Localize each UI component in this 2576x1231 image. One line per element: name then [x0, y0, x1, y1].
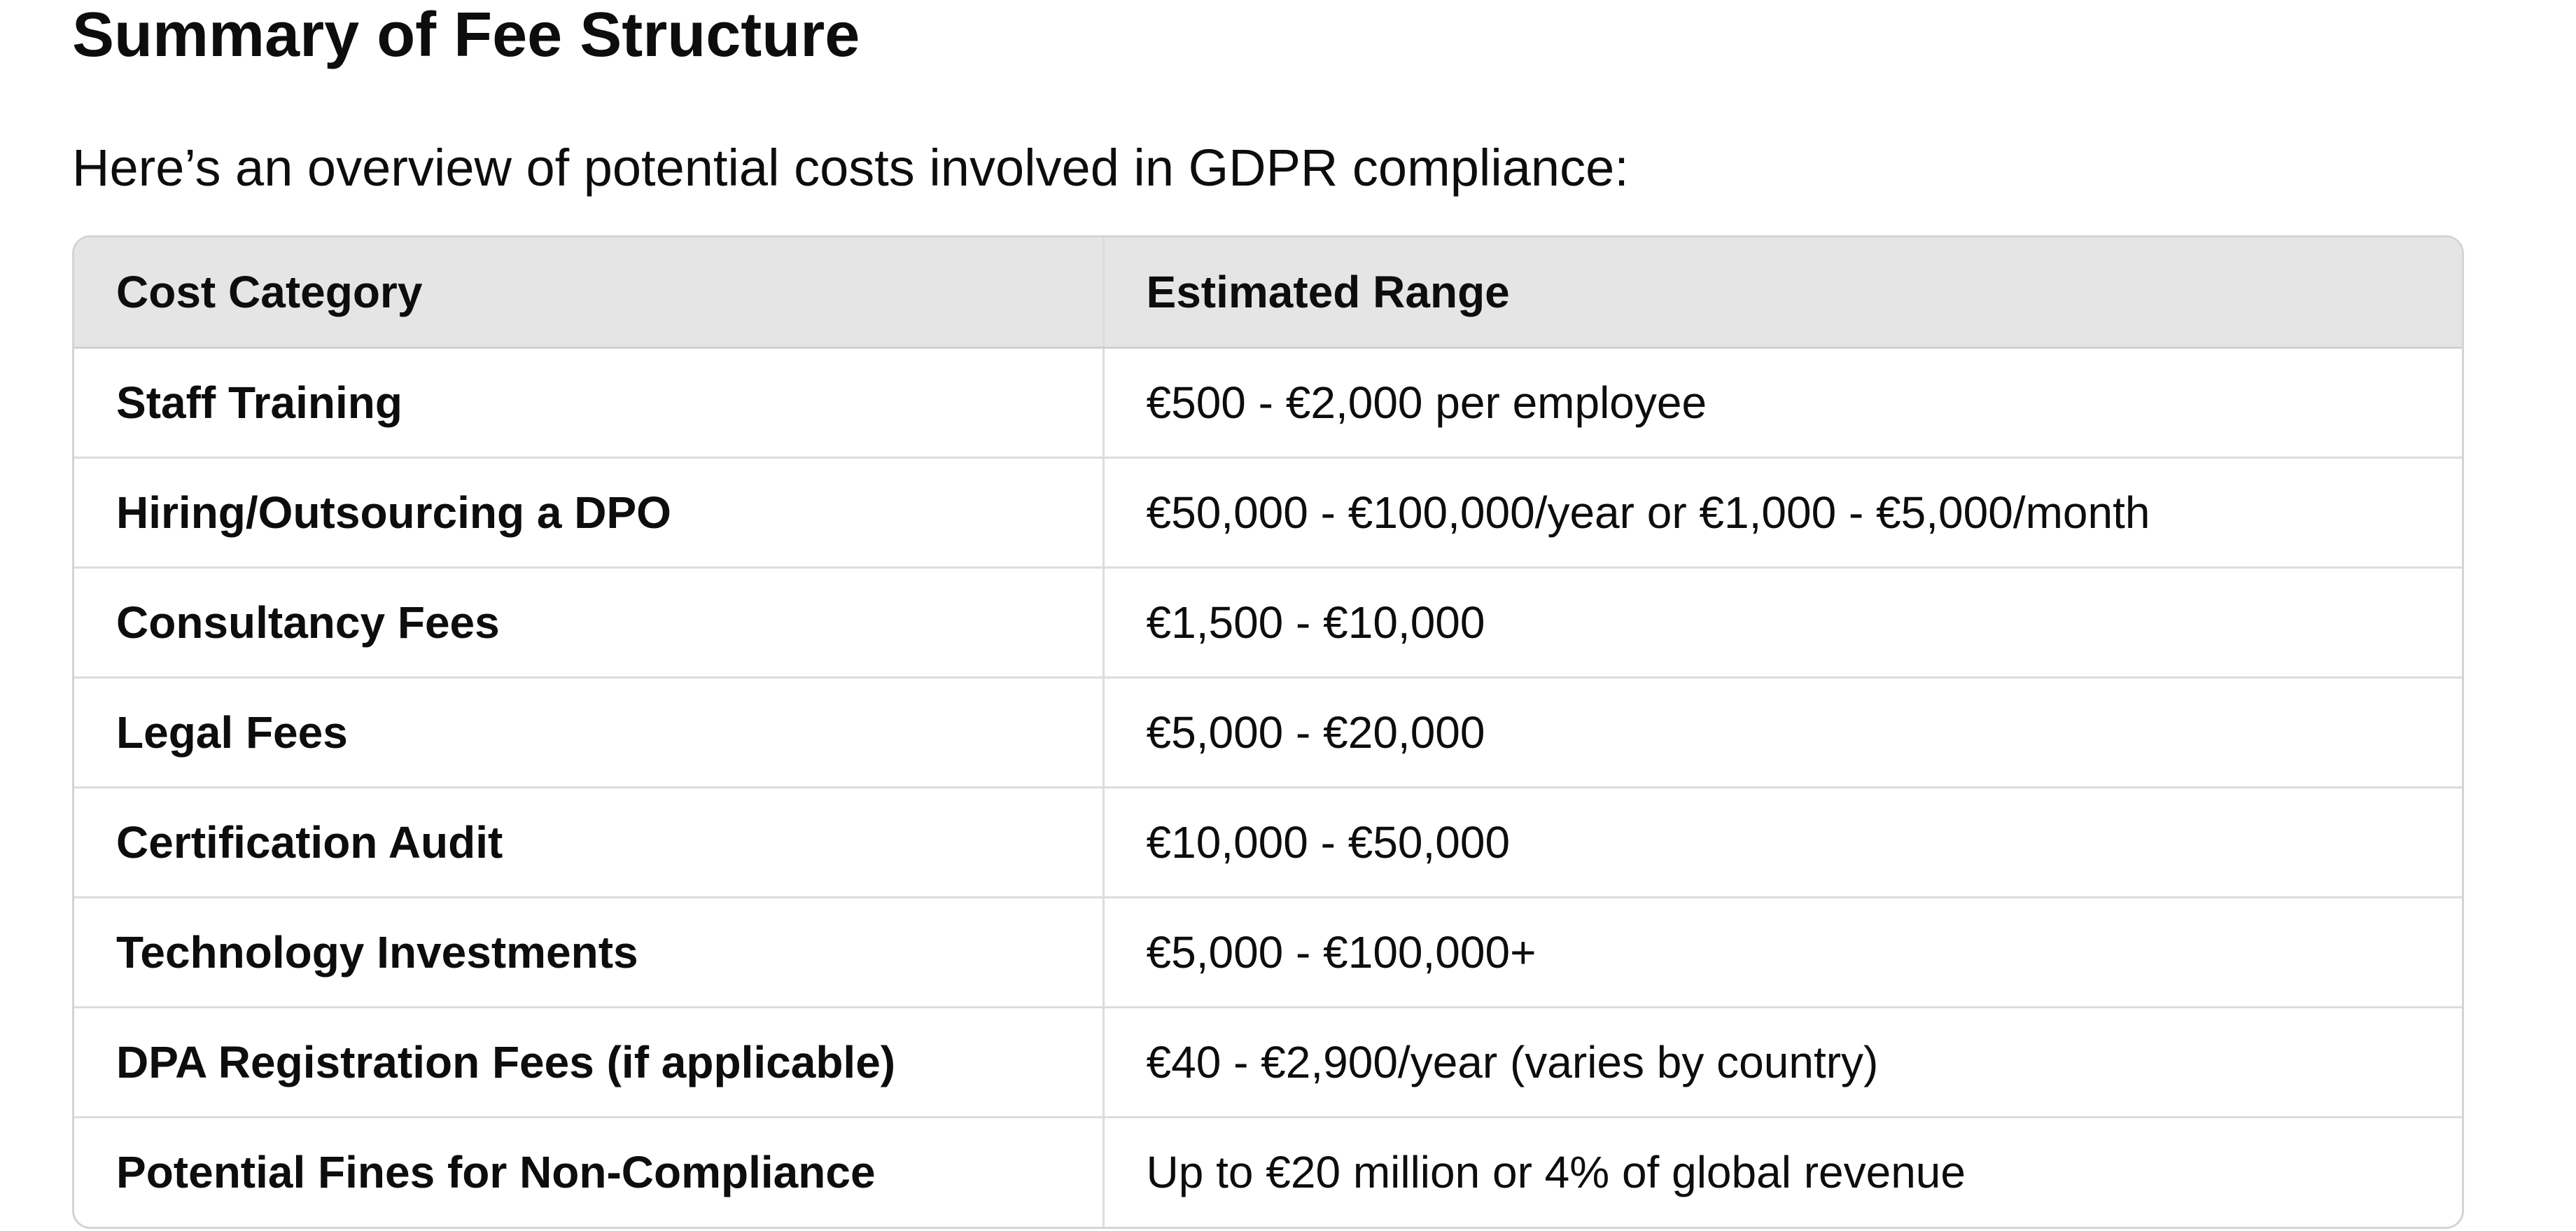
estimated-range-cell: €10,000 - €50,000	[1102, 787, 2462, 898]
fee-structure-table: Cost Category Estimated Range Staff Trai…	[74, 237, 2462, 1227]
section-heading: Summary of Fee Structure	[72, 0, 860, 70]
estimated-range-cell: €500 - €2,000 per employee	[1102, 347, 2462, 459]
cost-category-cell: Consultancy Fees	[74, 567, 1103, 679]
table-row: Certification Audit €10,000 - €50,000	[74, 787, 2462, 898]
table-row: DPA Registration Fees (if applicable) €4…	[74, 1007, 2462, 1118]
table-header-row: Cost Category Estimated Range	[74, 237, 2462, 349]
cost-category-cell: Technology Investments	[74, 897, 1103, 1008]
intro-paragraph: Here’s an overview of potential costs in…	[72, 139, 1629, 197]
estimated-range-cell: €1,500 - €10,000	[1102, 567, 2462, 679]
header-estimated-range: Estimated Range	[1102, 237, 2462, 349]
estimated-range-cell: €5,000 - €20,000	[1102, 677, 2462, 788]
cost-category-cell: Potential Fines for Non-Compliance	[116, 1147, 876, 1198]
table-row: Hiring/Outsourcing a DPO €50,000 - €100,…	[74, 457, 2462, 569]
cost-category-cell: Staff Training	[74, 347, 1103, 459]
cost-category-cell: DPA Registration Fees (if applicable)	[74, 1007, 1103, 1118]
table-row: Potential Fines for Non-Compliance Up to…	[74, 1117, 2462, 1227]
estimated-range-cell: €50,000 - €100,000/year or €1,000 - €5,0…	[1102, 457, 2462, 569]
estimated-range-cell: €40 - €2,900/year (varies by country)	[1102, 1007, 2462, 1118]
table-row: Consultancy Fees €1,500 - €10,000	[74, 567, 2462, 679]
fee-table-container: Cost Category Estimated Range Staff Trai…	[72, 235, 2464, 1229]
estimated-range-cell: Up to €20 million or 4% of global revenu…	[1102, 1117, 2462, 1227]
table-row: Legal Fees €5,000 - €20,000	[74, 677, 2462, 788]
cost-category-cell: Legal Fees	[74, 677, 1103, 788]
table-row: Staff Training €500 - €2,000 per employe…	[74, 347, 2462, 459]
header-cost-category: Cost Category	[74, 237, 1103, 349]
cost-category-cell: Hiring/Outsourcing a DPO	[74, 457, 1103, 569]
table-row: Technology Investments €5,000 - €100,000…	[74, 897, 2462, 1008]
cost-category-cell: Certification Audit	[74, 787, 1103, 898]
estimated-range-cell: €5,000 - €100,000+	[1102, 897, 2462, 1008]
